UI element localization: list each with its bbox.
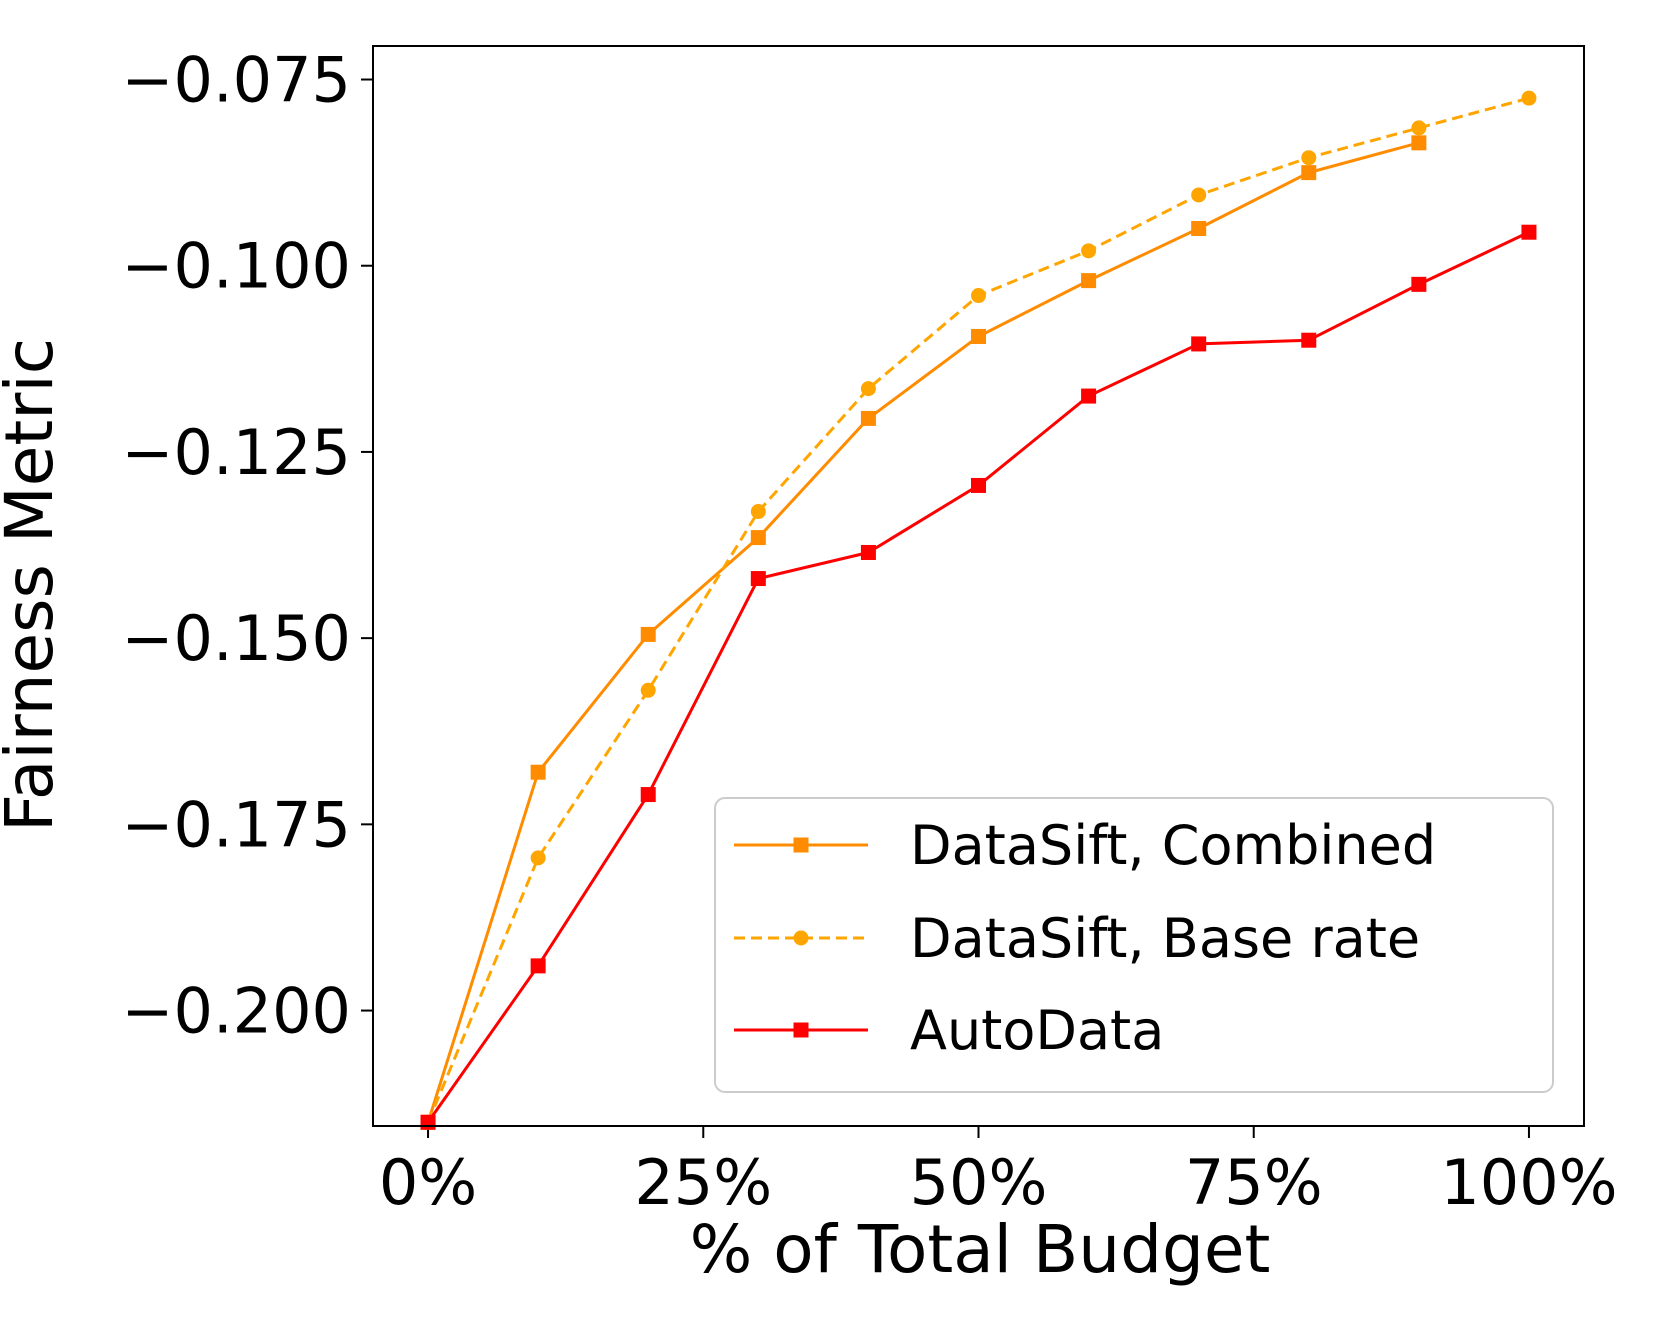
x-tick-label: 75%: [1185, 1146, 1323, 1219]
data-point: [971, 477, 986, 493]
data-point: [530, 850, 546, 866]
data-point: [1081, 273, 1097, 289]
legend-marker: [793, 930, 809, 946]
x-tick-label: 0%: [379, 1146, 477, 1219]
data-point: [1301, 332, 1317, 348]
data-point: [420, 1114, 436, 1130]
data-point: [1081, 388, 1097, 404]
data-point: [640, 626, 656, 642]
plot-area-frame: [372, 45, 1585, 1127]
legend-marker: [793, 837, 809, 853]
data-point: [750, 530, 766, 546]
series-3: [420, 224, 1537, 1130]
y-axis-title: Fairness Metric: [0, 338, 68, 832]
legend-label: DataSift, Base rate: [910, 907, 1420, 970]
y-tick-label: −0.075: [122, 44, 351, 117]
y-tick-label: −0.100: [122, 230, 351, 303]
x-tick-label: 50%: [910, 1146, 1048, 1219]
data-point: [1411, 276, 1427, 292]
data-point: [860, 410, 876, 426]
series-layer: [420, 90, 1537, 1130]
series-line: [426, 141, 1420, 1123]
y-tick-label: −0.200: [122, 975, 351, 1048]
data-point: [1411, 135, 1427, 151]
data-point: [1411, 120, 1427, 136]
legend-label: AutoData: [910, 999, 1164, 1062]
data-point: [1521, 90, 1537, 106]
x-axis-title: % of Total Budget: [690, 1211, 1271, 1288]
legend-marker: [793, 1022, 809, 1038]
legend-box: [714, 797, 1554, 1093]
data-point: [530, 764, 546, 780]
data-point: [1191, 220, 1207, 236]
data-point: [1521, 224, 1537, 240]
data-point: [750, 504, 766, 520]
data-point: [640, 682, 656, 698]
data-point: [750, 571, 766, 587]
y-tick-label: −0.125: [122, 416, 351, 489]
x-tick-label: 100%: [1440, 1146, 1617, 1219]
legend-items: DataSift, Combined DataSift, Base rate Aut…: [734, 814, 1436, 1062]
data-point: [1301, 165, 1317, 181]
series-2: [420, 90, 1537, 1130]
legend-label: DataSift, Combined: [910, 814, 1436, 877]
data-point: [1301, 150, 1317, 166]
y-tick-label: −0.175: [122, 788, 351, 861]
legend: DataSift, Combined DataSift, Base rate Aut…: [714, 797, 1554, 1093]
data-point: [640, 787, 656, 803]
data-point: [1191, 187, 1207, 203]
data-point: [860, 381, 876, 397]
data-point: [1191, 336, 1207, 352]
data-point: [1081, 243, 1097, 259]
data-point: [971, 288, 986, 304]
series-1: [420, 135, 1427, 1130]
x-tick-label: 25%: [634, 1146, 772, 1219]
data-point: [530, 958, 546, 974]
y-tick-label: −0.150: [122, 602, 351, 675]
ticks-layer: 0% 25% 50% 75% 100% −0.075 −0.100 −0.125 −0.150 −…: [122, 44, 1618, 1219]
data-point: [971, 328, 986, 344]
data-point: [860, 544, 876, 560]
